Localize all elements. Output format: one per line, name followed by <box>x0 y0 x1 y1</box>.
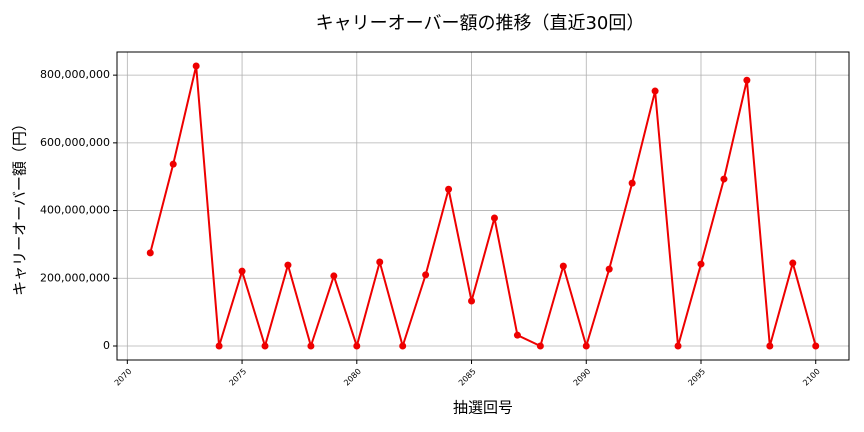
point <box>445 185 453 193</box>
point <box>238 267 246 275</box>
y-axis-label: キャリーオーバー額（円） <box>11 116 29 296</box>
x-tick-label: 2100 <box>801 367 822 388</box>
point <box>766 342 774 350</box>
x-axis-label: 抽選回号 <box>453 399 513 417</box>
point <box>720 175 728 183</box>
point <box>215 342 223 350</box>
point <box>812 342 820 350</box>
point <box>674 342 682 350</box>
x-tick-label: 2070 <box>113 367 134 388</box>
point <box>284 261 292 269</box>
point <box>605 265 613 273</box>
y-tick-label: 800,000,000 <box>40 68 110 81</box>
point <box>353 342 361 350</box>
chart-title: キャリーオーバー額の推移（直近30回） <box>316 13 645 34</box>
point <box>192 62 200 70</box>
point <box>628 179 636 187</box>
y-tick-label: 600,000,000 <box>40 136 110 149</box>
point <box>468 297 476 305</box>
point <box>582 342 590 350</box>
point <box>490 214 498 222</box>
point <box>697 260 705 268</box>
x-tick-label: 2090 <box>572 367 593 388</box>
point <box>536 342 544 350</box>
x-tick-label: 2080 <box>342 367 363 388</box>
point <box>169 160 177 168</box>
point <box>422 271 430 279</box>
point <box>651 87 659 95</box>
line <box>149 65 817 350</box>
y-tick-label: 0 <box>103 339 110 352</box>
point <box>559 262 567 270</box>
point <box>146 249 154 257</box>
point <box>261 342 269 350</box>
y-tick-label: 400,000,000 <box>40 204 110 217</box>
point <box>330 272 338 280</box>
point <box>789 259 797 267</box>
x-tick-label: 2075 <box>227 367 248 388</box>
point <box>513 331 521 339</box>
point <box>307 342 315 350</box>
x-tick-label: 2095 <box>686 367 707 388</box>
plot-frame <box>116 51 850 361</box>
x-tick-label: 2085 <box>457 367 478 388</box>
point <box>376 258 384 266</box>
y-tick-label: 200,000,000 <box>40 271 110 284</box>
point <box>743 76 751 84</box>
point <box>399 342 407 350</box>
